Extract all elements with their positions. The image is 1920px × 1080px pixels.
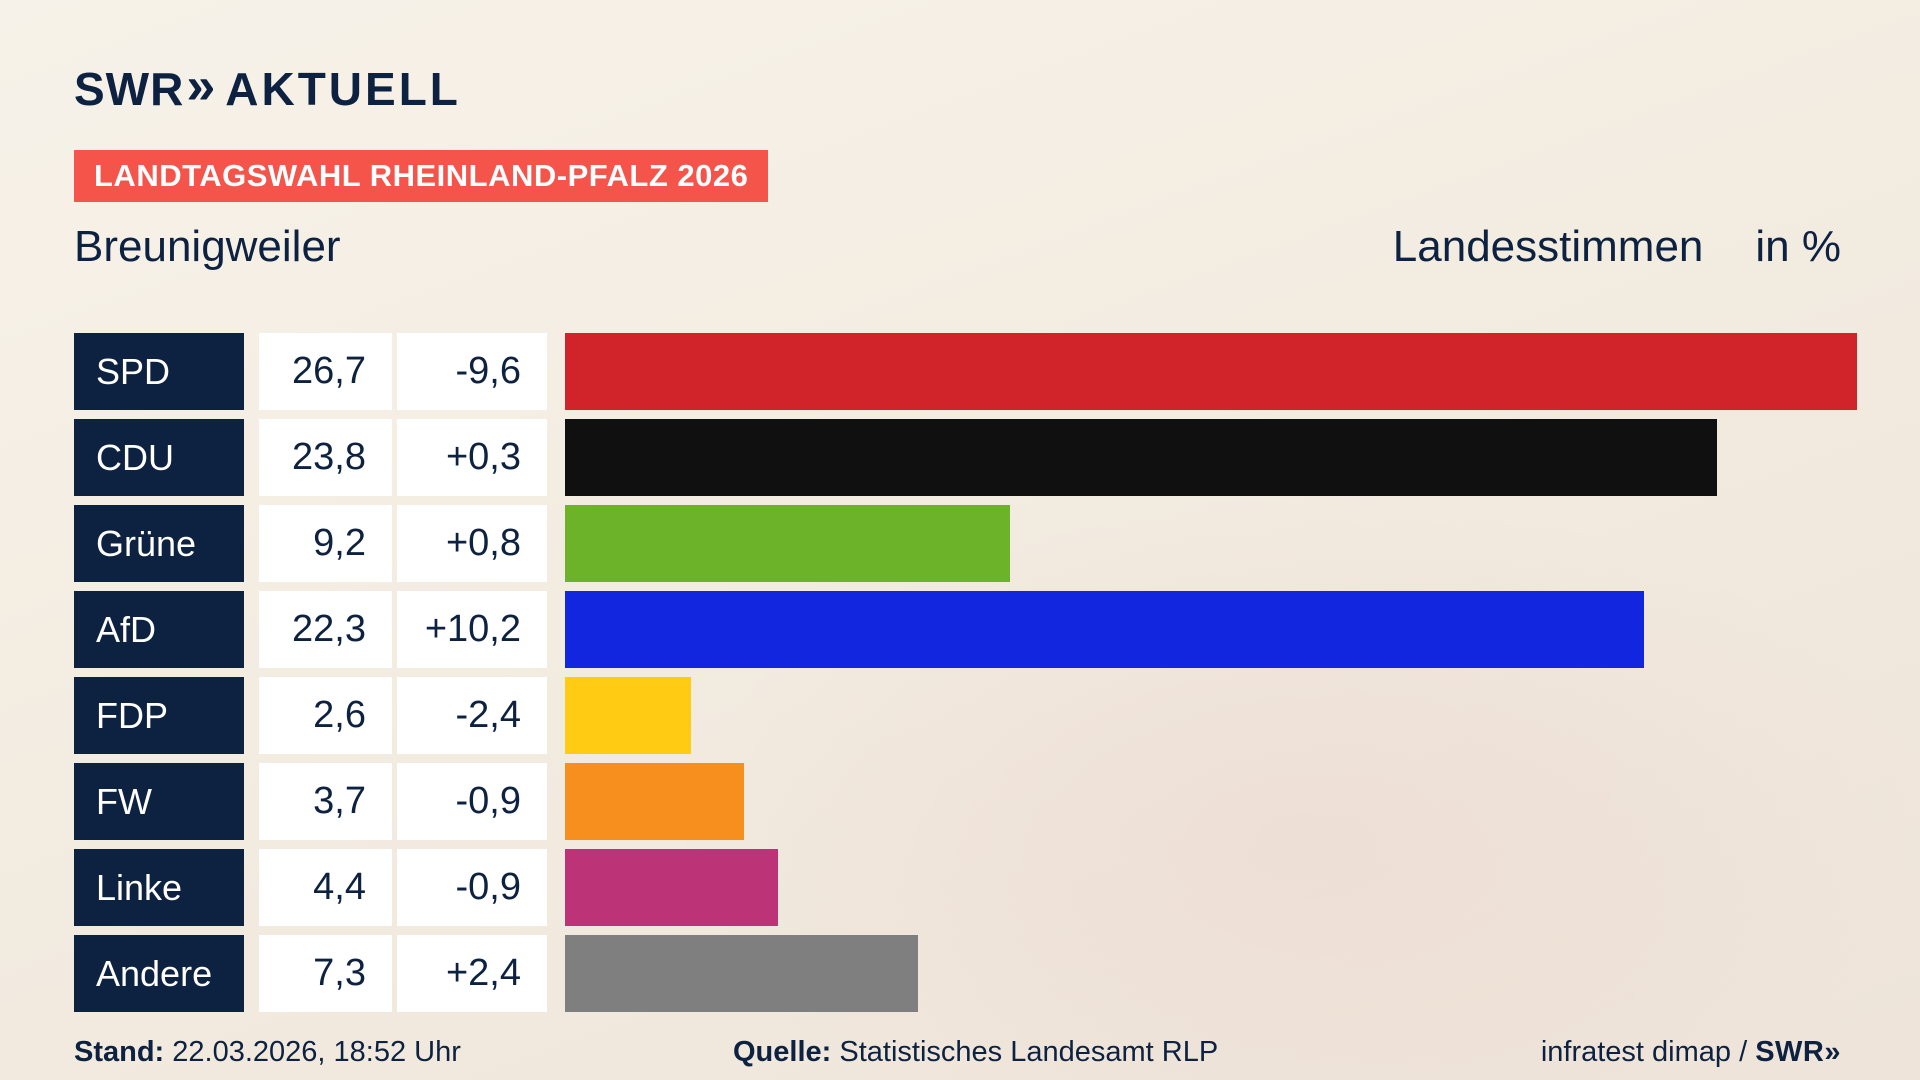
stand-timestamp: Stand: 22.03.2026, 18:52 Uhr — [74, 1036, 461, 1069]
chart-row: SPD 26,7 -9,6 — [74, 333, 1920, 410]
chart-row: Grüne 9,2 +0,8 — [74, 505, 1920, 582]
party-label: Andere — [74, 935, 244, 1012]
footer: Stand: 22.03.2026, 18:52 Uhr Quelle: Sta… — [74, 1036, 1841, 1076]
party-label: FW — [74, 763, 244, 840]
aktuell-wordmark: AKTUELL — [225, 63, 461, 115]
party-label: Grüne — [74, 505, 244, 582]
chart-row: FW 3,7 -0,9 — [74, 763, 1920, 840]
result-bar — [565, 333, 1857, 410]
result-bar — [565, 505, 1010, 582]
result-bar — [565, 849, 778, 926]
party-label: AfD — [74, 591, 244, 668]
value-label: 3,7 — [259, 763, 392, 840]
result-bar — [565, 763, 744, 840]
value-label: 7,3 — [259, 935, 392, 1012]
value-label: 23,8 — [259, 419, 392, 496]
value-label: 9,2 — [259, 505, 392, 582]
chart-row: CDU 23,8 +0,3 — [74, 419, 1920, 496]
change-label: -0,9 — [397, 763, 547, 840]
value-label: 2,6 — [259, 677, 392, 754]
swr-wordmark: SWR — [74, 63, 185, 115]
change-label: -2,4 — [397, 677, 547, 754]
party-label: SPD — [74, 333, 244, 410]
credit-note: infratest dimap / SWR» — [1541, 1036, 1841, 1069]
value-label: 4,4 — [259, 849, 392, 926]
value-label: 22,3 — [259, 591, 392, 668]
stand-value: 22.03.2026, 18:52 Uhr — [164, 1036, 461, 1068]
result-bar — [565, 935, 918, 1012]
swr-aktuell-logo: SWR » AKTUELL — [74, 57, 461, 116]
change-label: +0,3 — [397, 419, 547, 496]
change-label: +10,2 — [397, 591, 547, 668]
change-label: +2,4 — [397, 935, 547, 1012]
results-bar-chart: SPD 26,7 -9,6 CDU 23,8 +0,3 Grüne 9,2 +0,8 AfD 22,… — [74, 333, 1920, 1021]
source-note: Quelle: Statistisches Landesamt RLP — [733, 1036, 1218, 1069]
result-bar — [565, 591, 1644, 668]
chart-row: Linke 4,4 -0,9 — [74, 849, 1920, 926]
stand-label: Stand: — [74, 1036, 165, 1068]
party-label: CDU — [74, 419, 244, 496]
credit-text: infratest dimap / — [1540, 1036, 1756, 1068]
credit-swr-logo: SWR» — [1755, 1036, 1841, 1068]
chart-row: AfD 22,3 +10,2 — [74, 591, 1920, 668]
chart-row: FDP 2,6 -2,4 — [74, 677, 1920, 754]
party-label: Linke — [74, 849, 244, 926]
measure-title: Landesstimmen — [1392, 222, 1704, 271]
unit-label: in % — [1755, 222, 1841, 271]
title-bar: Breunigweiler Landesstimmen in % — [74, 222, 1841, 272]
party-label: FDP — [74, 677, 244, 754]
measure-group: Landesstimmen in % — [1393, 222, 1841, 272]
result-bar — [565, 419, 1717, 496]
result-bar — [565, 677, 691, 754]
election-badge: LANDTAGSWAHL RHEINLAND-PFALZ 2026 — [74, 150, 769, 202]
change-label: -9,6 — [397, 333, 547, 410]
quelle-label: Quelle: — [733, 1036, 832, 1068]
change-label: -0,9 — [397, 849, 547, 926]
change-label: +0,8 — [397, 505, 547, 582]
value-label: 26,7 — [259, 333, 392, 410]
municipality-title: Breunigweiler — [74, 222, 341, 271]
double-chevron-icon: » — [186, 57, 215, 115]
quelle-value: Statistisches Landesamt RLP — [831, 1036, 1219, 1068]
chart-row: Andere 7,3 +2,4 — [74, 935, 1920, 1012]
